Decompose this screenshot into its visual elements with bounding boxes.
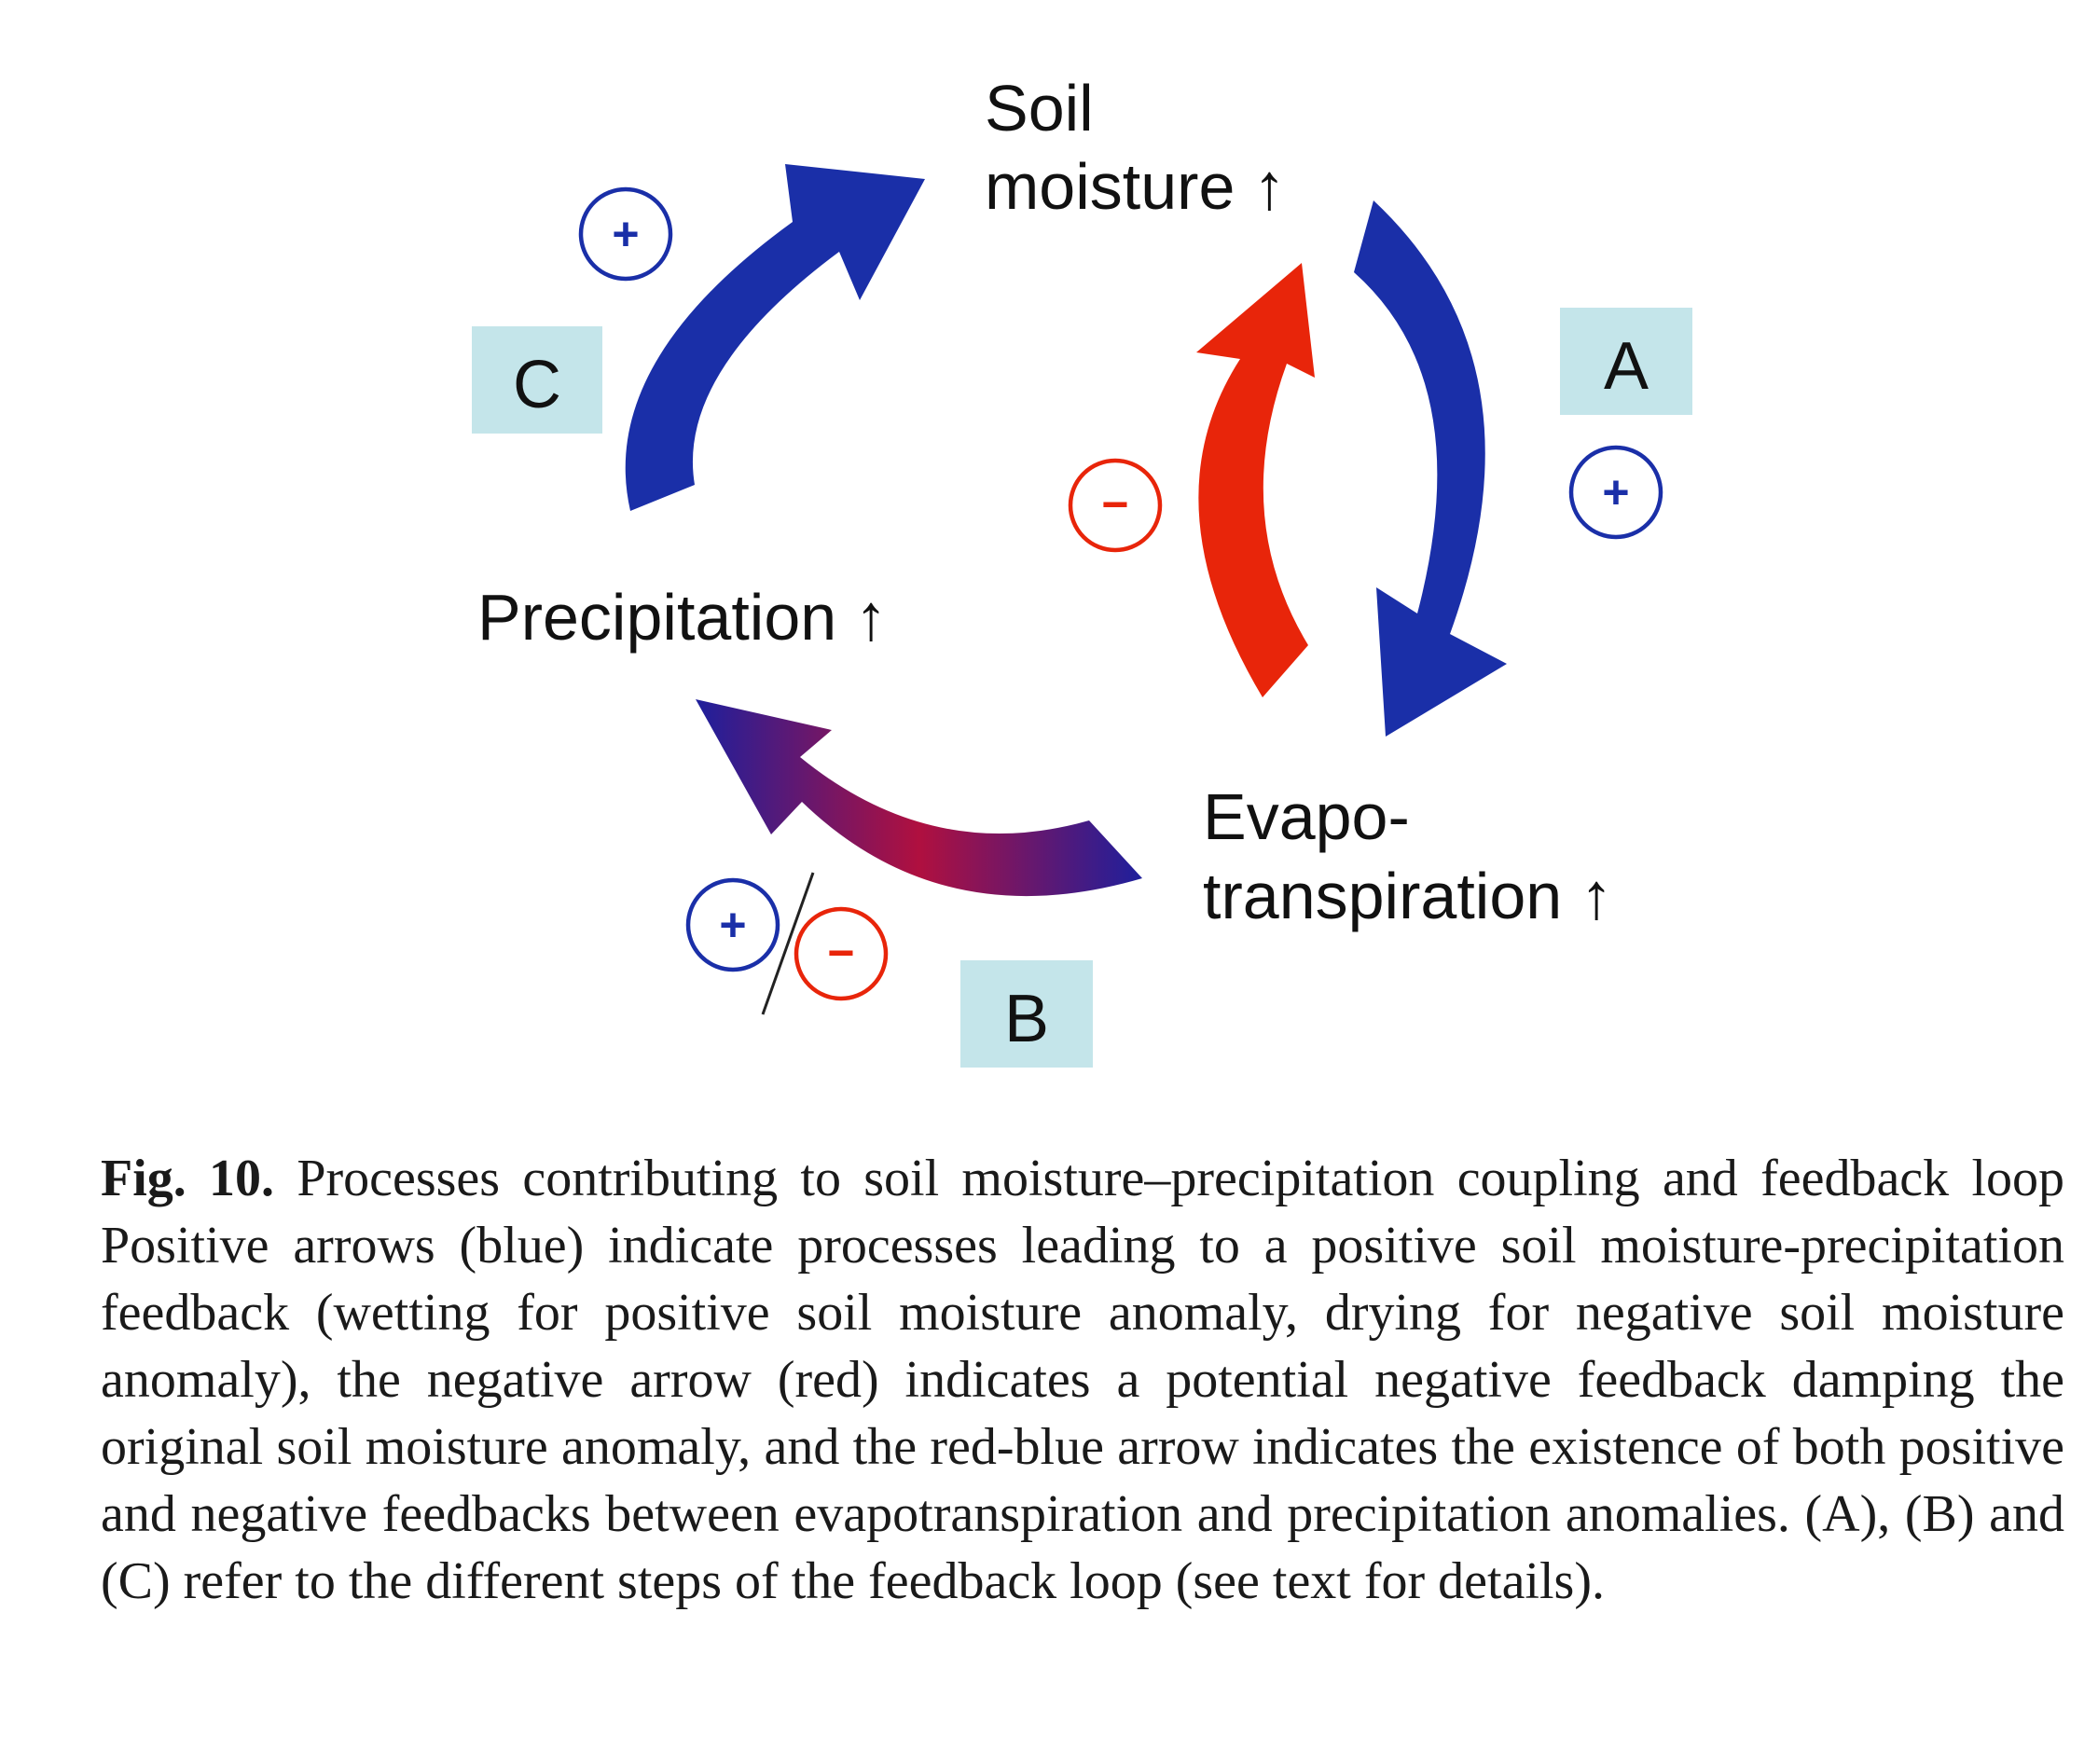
svg-text:+: + [1602, 466, 1629, 518]
svg-text:+: + [719, 899, 746, 951]
node-precipitation: Precipitation ↑ [477, 581, 888, 654]
positive-sign-c: + [578, 186, 673, 282]
svg-text:+: + [612, 208, 639, 260]
figure-caption: Fig. 10. Processes contributing to soil … [101, 1145, 2064, 1615]
svg-text:−: − [827, 927, 854, 979]
sign-divider-slash [761, 872, 815, 1015]
node-evapotranspiration-line1: Evapo- [1203, 780, 1410, 853]
step-label-c: C [513, 348, 561, 422]
negative-sign-b: − [794, 906, 889, 1001]
step-box-a [1560, 308, 1692, 415]
caption-text: Processes contributing to soil moisture–… [101, 1150, 2065, 1610]
node-soil-moisture-line2: moisture ↑ [985, 150, 1286, 223]
arrow-negative-evapotranspiration-to-soil-moisture [1196, 263, 1315, 697]
step-label-b: B [1004, 982, 1049, 1056]
step-box-c [472, 326, 602, 434]
node-evapotranspiration-line2: transpiration ↑ [1203, 860, 1613, 932]
step-label-a: A [1604, 329, 1649, 404]
arrow-b-evapotranspiration-to-precipitation [696, 699, 1142, 897]
step-box-b [960, 960, 1093, 1068]
node-soil-moisture-line1: Soil [985, 72, 1094, 145]
arrow-c-precipitation-to-soil-moisture [625, 164, 925, 511]
positive-sign-a: + [1568, 445, 1663, 540]
arrow-a-soil-moisture-to-evapotranspiration [1354, 200, 1507, 737]
figure-label: Fig. 10. [101, 1150, 275, 1207]
svg-text:−: − [1101, 478, 1128, 531]
negative-sign-red-arrow: − [1068, 458, 1163, 553]
positive-sign-b: + [685, 877, 780, 972]
